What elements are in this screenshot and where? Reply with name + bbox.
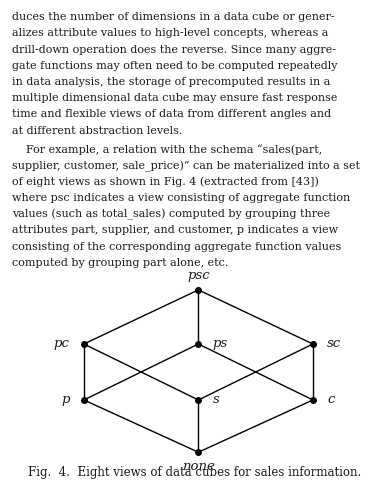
Text: duces the number of dimensions in a data cube or gener-: duces the number of dimensions in a data… bbox=[12, 12, 334, 22]
Text: p: p bbox=[61, 393, 70, 407]
Text: sc: sc bbox=[327, 337, 342, 351]
Text: where psc indicates a view consisting of aggregate function: where psc indicates a view consisting of… bbox=[12, 193, 350, 203]
Text: psc: psc bbox=[187, 270, 210, 282]
Text: none: none bbox=[182, 460, 215, 473]
Text: s: s bbox=[213, 393, 219, 407]
Text: c: c bbox=[327, 393, 335, 407]
Text: computed by grouping part alone, etc.: computed by grouping part alone, etc. bbox=[12, 258, 228, 268]
Text: at different abstraction levels.: at different abstraction levels. bbox=[12, 126, 182, 136]
Text: ps: ps bbox=[213, 337, 228, 351]
Text: pc: pc bbox=[54, 337, 70, 351]
Text: consisting of the corresponding aggregate function values: consisting of the corresponding aggregat… bbox=[12, 242, 341, 251]
Text: in data analysis, the storage of precomputed results in a: in data analysis, the storage of precomp… bbox=[12, 77, 330, 87]
Text: supplier, customer, sale_price)” can be materialized into a set: supplier, customer, sale_price)” can be … bbox=[12, 161, 360, 172]
Text: drill-down operation does the reverse. Since many aggre-: drill-down operation does the reverse. S… bbox=[12, 45, 336, 55]
Text: multiple dimensional data cube may ensure fast response: multiple dimensional data cube may ensur… bbox=[12, 93, 337, 103]
Text: For example, a relation with the schema “sales(part,: For example, a relation with the schema … bbox=[12, 144, 322, 155]
Text: values (such as total_sales) computed by grouping three: values (such as total_sales) computed by… bbox=[12, 209, 330, 220]
Text: alizes attribute values to high-level concepts, whereas a: alizes attribute values to high-level co… bbox=[12, 28, 328, 38]
Text: of eight views as shown in Fig. 4 (extracted from [43]): of eight views as shown in Fig. 4 (extra… bbox=[12, 177, 319, 188]
Text: attributes part, supplier, and customer, p indicates a view: attributes part, supplier, and customer,… bbox=[12, 225, 338, 235]
Text: gate functions may often need to be computed repeatedly: gate functions may often need to be comp… bbox=[12, 61, 337, 71]
Text: Fig.  4.  Eight views of data cubes for sales information.: Fig. 4. Eight views of data cubes for sa… bbox=[28, 466, 361, 479]
Text: time and flexible views of data from different angles and: time and flexible views of data from dif… bbox=[12, 109, 331, 119]
